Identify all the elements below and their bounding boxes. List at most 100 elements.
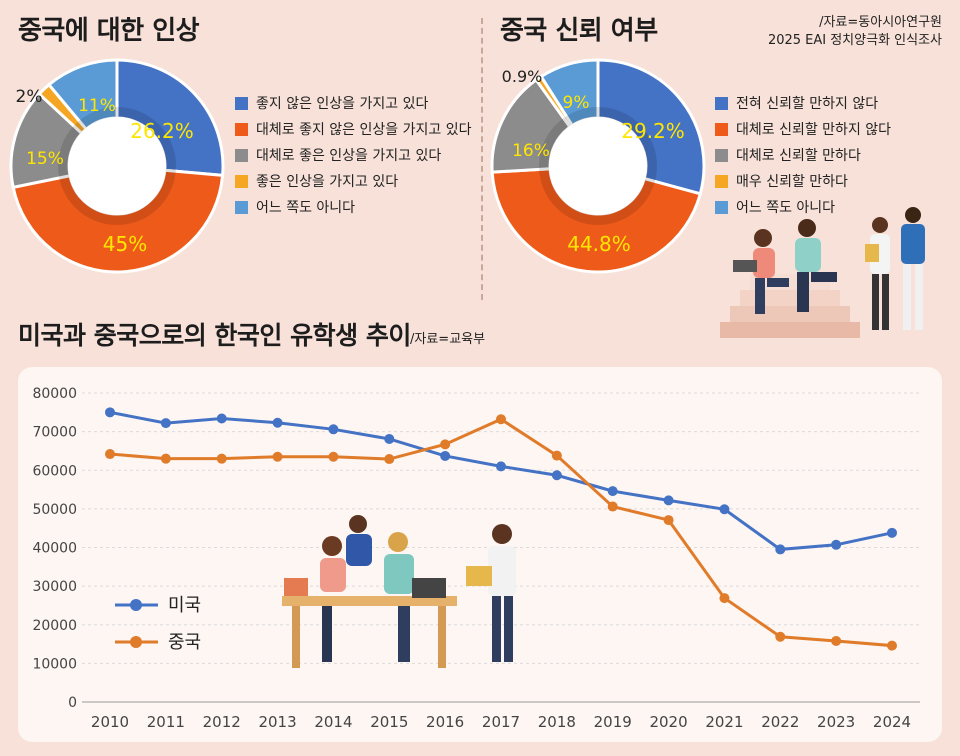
trust-hole [550,118,646,214]
trust-legend-swatch [715,96,728,110]
trust-legend-swatch [715,148,728,162]
series-point-0 [160,418,171,429]
trust-label-1: 44.8% [567,232,631,256]
y-tick-label: 0 [68,695,77,711]
series-point-1 [719,593,730,604]
trust-legend-item: 매우 신뢰할 만하다 [715,168,891,194]
y-tick-label: 70000 [32,425,77,441]
legend-marker-1 [130,636,142,648]
series-point-1 [496,414,506,425]
x-tick-label: 2022 [761,713,799,731]
impression-legend-label: 어느 쪽도 아니다 [256,200,356,216]
y-tick-label: 30000 [32,579,77,595]
impression-legend-swatch [235,148,248,162]
impression-label-2: 15% [26,149,64,169]
impression-donut-chart: 26.2% 45% 15% 2% 11% [9,58,225,274]
x-tick-label: 2017 [482,713,520,731]
y-tick-label: 40000 [32,541,77,557]
trend-chart-source: /자료=교육부 [410,332,486,347]
trust-legend-swatch [715,174,728,188]
impression-legend-item: 대체로 좋은 인상을 가지고 있다 [235,142,471,168]
series-point-1 [775,631,786,642]
series-point-1 [887,640,897,651]
series-point-0 [440,450,451,461]
series-point-1 [384,454,395,465]
impression-label-0: 26.2% [130,119,194,143]
series-point-0 [775,544,786,555]
y-tick-label: 50000 [32,502,77,518]
trust-slice-4 [539,58,600,128]
series-point-1 [328,451,339,462]
trust-legend-item: 어느 쪽도 아니다 [715,194,891,220]
series-point-1 [663,515,674,526]
survey-source-line1: /자료=동아시아연구원 [819,15,942,30]
series-point-1 [440,439,451,450]
series-point-1 [105,449,115,460]
x-tick-label: 2023 [817,713,855,731]
trust-donut-chart: 29.2% 44.8% 16% 0.9% 9% [490,58,706,274]
trust-legend-item: 전혀 신뢰할 만하지 않다 [715,90,891,116]
trend-chart-title: 미국과 중국으로의 한국인 유학생 추이 [18,321,411,350]
series-point-0 [384,433,395,444]
series-point-0 [216,413,227,424]
survey-source-line2: 2025 EAI 정치양극화 인식조사 [767,33,942,48]
series-point-0 [887,527,897,538]
series-point-0 [551,470,562,481]
trust-legend-label: 전혀 신뢰할 만하지 않다 [736,96,879,112]
trust-label-2: 16% [512,141,550,161]
section-divider [481,18,483,300]
impression-legend-swatch [235,96,248,110]
y-tick-label: 60000 [32,463,77,479]
series-point-0 [663,495,674,506]
impression-legend-label: 대체로 좋지 않은 인상을 가지고 있다 [256,122,472,138]
series-point-0 [496,461,506,472]
series-point-0 [328,424,339,435]
series-point-1 [216,453,227,464]
series-point-1 [607,501,618,512]
y-tick-label: 10000 [32,656,77,672]
impression-legend-item: 좋지 않은 인상을 가지고 있다 [235,90,471,116]
impression-legend-swatch [235,122,248,136]
trust-legend-item: 대체로 신뢰할 만하지 않다 [715,116,891,142]
impression-inner-shadow [58,107,176,225]
impression-chart-title: 중국에 대한 인상 [18,16,200,46]
series-point-0 [607,486,618,497]
series-point-0 [105,407,115,418]
x-tick-label: 2024 [873,713,911,731]
x-tick-label: 2019 [594,713,632,731]
x-tick-label: 2016 [426,713,464,731]
trust-legend-swatch [715,200,728,214]
trust-legend-label: 매우 신뢰할 만하다 [736,174,848,190]
trust-legend-item: 대체로 신뢰할 만하다 [715,142,891,168]
x-tick-label: 2013 [258,713,296,731]
trust-inner-shadow [539,107,657,225]
x-tick-label: 2015 [370,713,408,731]
impression-legend-label: 대체로 좋은 인상을 가지고 있다 [256,148,442,164]
trust-label-0: 29.2% [621,119,685,143]
series-point-1 [160,453,171,464]
legend-label-0: 미국 [168,595,201,616]
impression-legend-item: 대체로 좋지 않은 인상을 가지고 있다 [235,116,471,142]
legend-marker-0 [130,599,142,611]
trust-legend-swatch [715,122,728,136]
series-point-0 [831,539,842,550]
group-study-illustration [282,515,516,668]
trust-legend-label: 어느 쪽도 아니다 [736,200,836,216]
impression-legend-swatch [235,200,248,214]
series-point-0 [272,417,283,428]
impression-legend-item: 어느 쪽도 아니다 [235,194,471,220]
x-tick-label: 2020 [649,713,687,731]
x-tick-label: 2014 [314,713,352,731]
impression-legend-label: 좋지 않은 인상을 가지고 있다 [256,96,429,112]
x-tick-label: 2012 [203,713,241,731]
trust-label-4: 9% [563,93,590,113]
x-tick-label: 2018 [538,713,576,731]
students-on-stairs-illustration [720,207,925,338]
series-point-0 [719,504,730,515]
series-point-1 [831,635,842,646]
trust-legend-label: 대체로 신뢰할 만하다 [736,148,861,164]
series-point-1 [272,451,283,462]
